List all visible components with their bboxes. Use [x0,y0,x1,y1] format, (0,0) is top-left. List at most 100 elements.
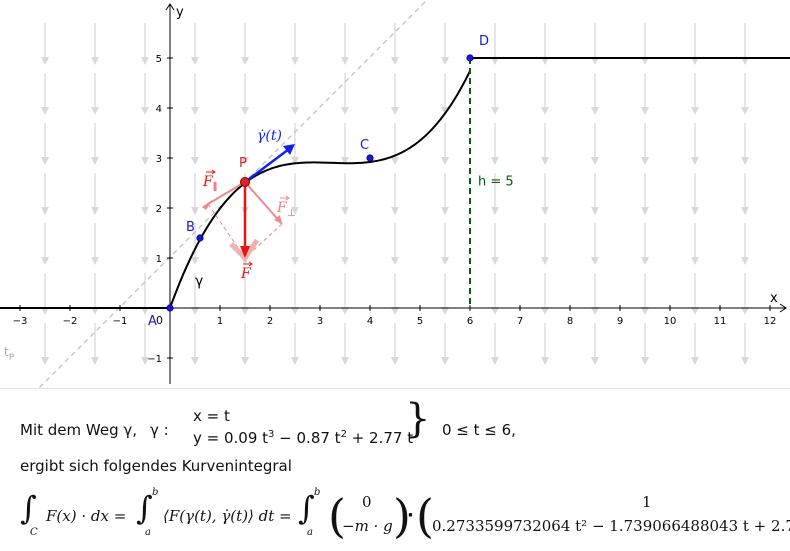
field-arrow-head [241,107,249,115]
field-arrow-head [91,207,99,215]
field-arrow-head [191,357,199,365]
field-arrow-head [691,207,699,215]
field-arrow-head [191,257,199,265]
label-arrow-head [285,195,290,201]
field-arrow-head [541,257,549,265]
field-arrow-head [591,157,599,165]
point-a [166,304,174,312]
label-arrow-head [211,169,216,175]
height-label: h = 5 [478,175,514,190]
field-arrow-head [441,57,449,65]
field-arrow-head [41,157,49,165]
x-axis-label: x [770,291,778,306]
field-arrow-head [291,107,299,115]
field-arrow-head [41,257,49,265]
integral-sign-1: ∫ [20,489,37,527]
vectors [240,144,295,258]
field-arrow-head [641,307,649,315]
y-tick-label: 1 [156,254,162,265]
x-tick-label: 1 [217,316,223,327]
field-arrow-head [391,157,399,165]
field-arrow-head [441,157,449,165]
points [166,54,474,312]
point-d [466,54,474,62]
field-arrow-head [441,207,449,215]
field-arrow-head [341,57,349,65]
x-tick-label: 4 [367,316,373,327]
field-arrow-head [41,207,49,215]
x-axis-arrow [779,303,787,313]
tangent-line [38,0,428,388]
x-tick-label: −1 [113,316,128,327]
force-perp-vector [244,181,283,225]
field-arrow-head [591,357,599,365]
vector-field [41,23,749,365]
y-axis-label: y [176,5,184,20]
field-arrow-head [91,57,99,65]
label-arrow-head [248,261,253,267]
integral-sign-3: ∫ [298,489,315,527]
field-arrow-head [541,307,549,315]
dot-product: · [407,505,414,526]
field-arrow-head [291,257,299,265]
vector-arrow-glyphs [206,169,290,267]
field-arrow-head [591,307,599,315]
force-parallel-label: F∥ [202,174,217,193]
point-c-label: C [360,138,369,153]
x-equation: x = t [193,407,230,425]
field-arrow-head [741,207,749,215]
vector2-top: 1 [642,493,652,511]
y-tick-label: 5 [156,54,162,65]
field-arrow-head [491,257,499,265]
field-arrow-head [541,107,549,115]
x-tick-label: −2 [63,316,78,327]
field-arrow-head [191,107,199,115]
x-tick-label: −3 [13,316,28,327]
integral-sup-b-1: b [152,487,159,498]
x-tick-label: 10 [664,316,677,327]
field-arrow-head [391,207,399,215]
field-arrow-head [191,57,199,65]
field-arrow-head [41,57,49,65]
field-arrow-head [391,357,399,365]
field-arrow-head [341,107,349,115]
field-arrow-head [341,157,349,165]
field-arrow-head [341,307,349,315]
field-arrow-head [541,357,549,365]
x-tick-label: 8 [567,316,573,327]
integral-sign-2: ∫ [136,489,153,527]
x-tick-label: 6 [467,316,473,327]
x-tick-label: 9 [617,316,623,327]
integral-sub-a-1: a [145,527,151,538]
field-arrow-head [241,357,249,365]
point-b-label: B [186,220,195,235]
field-arrow-head [741,257,749,265]
x-axis: −3 −2 −1 1 2 3 4 5 6 7 8 9 10 11 12 [0,303,787,327]
vector2-left-paren: ( [416,489,434,543]
field-arrow-head [191,307,199,315]
field-arrow-head [241,157,249,165]
field-arrow-head [241,57,249,65]
integral-sup-b-2: b [314,487,321,498]
gamma-label: γ : [150,421,169,439]
field-arrow-head [291,307,299,315]
field-arrow-head [491,107,499,115]
field-arrow-head [91,257,99,265]
field-arrow-head [41,107,49,115]
field-arrow-head [641,257,649,265]
field-arrow-head [141,107,149,115]
field-arrow-head [641,357,649,365]
field-arrow-head [241,307,249,315]
field-arrow-head [141,207,149,215]
integral-sub-a-2: a [307,527,313,538]
field-arrow-head [141,257,149,265]
field-arrow-head [491,357,499,365]
field-arrow-head [441,307,449,315]
right-brace: } [405,396,431,442]
curve-gamma [169,70,471,309]
field-arrow-head [291,57,299,65]
field-arrow-head [291,157,299,165]
x-tick-label: 11 [714,316,727,327]
x-tick-label: 3 [317,316,323,327]
